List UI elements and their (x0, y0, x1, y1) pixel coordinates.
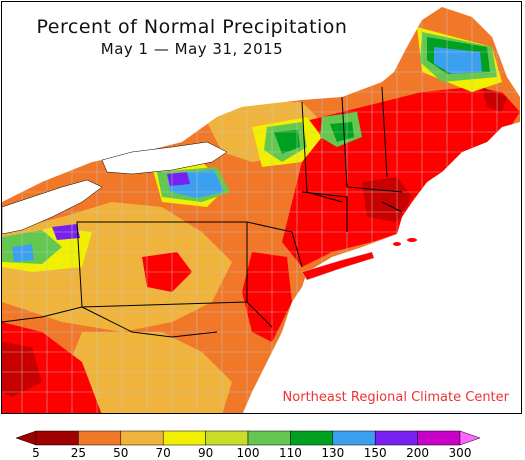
color-legend (15, 430, 481, 446)
legend-swatch (247, 430, 291, 446)
long-island (301, 251, 375, 281)
region-blue-2 (434, 47, 482, 74)
lake-ontario (101, 141, 228, 175)
island-2 (393, 242, 401, 246)
legend-tick-label: 200 (406, 446, 430, 460)
legend-tick-label: 150 (363, 446, 387, 460)
region-green-1 (274, 130, 300, 154)
legend-tick-label: 50 (113, 446, 129, 460)
legend-over-arrow (459, 430, 481, 446)
precipitation-map: Percent of Normal Precipitation May 1 — … (1, 1, 522, 414)
legend-tick-label: 5 (32, 446, 40, 460)
legend-swatch (332, 430, 376, 446)
state-boundaries (2, 86, 403, 338)
region-blue-3 (12, 244, 34, 262)
region-purple-1 (167, 172, 190, 186)
legend-swatch (162, 430, 206, 446)
credit-text: Northeast Regional Climate Center (282, 390, 509, 405)
map-date-range: May 1 — May 31, 2015 (100, 40, 284, 58)
region-red-coast (242, 252, 292, 342)
legend-swatch (35, 430, 79, 446)
legend-swatch (205, 430, 249, 446)
legend-tick-label: 130 (321, 446, 345, 460)
lake-erie (2, 179, 103, 235)
legend-under-arrow (15, 430, 37, 446)
region-darkred-maine (482, 87, 507, 112)
legend-swatch (374, 430, 418, 446)
map-title: Percent of Normal Precipitation (36, 16, 348, 38)
legend-swatch (78, 430, 122, 446)
legend-tick-label: 70 (155, 446, 171, 460)
legend-tick-label: 25 (70, 446, 87, 460)
legend-tick-label: 300 (448, 446, 472, 460)
island-1 (407, 238, 417, 242)
legend-swatch (417, 430, 461, 446)
legend-swatch (120, 430, 164, 446)
legend-tick-label: 110 (278, 446, 302, 460)
legend-tick-label: 90 (197, 446, 214, 460)
map-canvas (2, 7, 520, 413)
legend-tick-label: 100 (236, 446, 260, 460)
legend-swatch (290, 430, 334, 446)
